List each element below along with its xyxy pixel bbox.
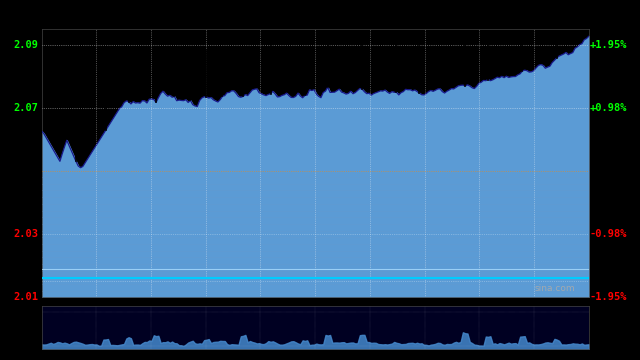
Text: +0.98%: +0.98% <box>590 103 627 113</box>
Text: sina.com: sina.com <box>534 284 575 293</box>
Text: +1.95%: +1.95% <box>590 40 627 50</box>
Text: -0.98%: -0.98% <box>590 229 627 239</box>
Text: 2.07: 2.07 <box>14 103 39 113</box>
Text: 2.01: 2.01 <box>14 292 39 302</box>
Text: -1.95%: -1.95% <box>590 292 627 302</box>
Text: 2.09: 2.09 <box>14 40 39 50</box>
Text: 2.03: 2.03 <box>14 229 39 239</box>
